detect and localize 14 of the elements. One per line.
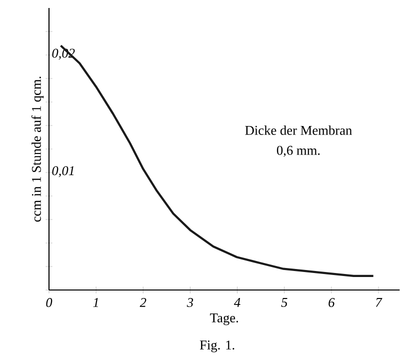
- x-tick-label: 5: [281, 298, 288, 307]
- annotation: 0,6 mm.: [276, 146, 320, 157]
- x-tick-label: 3: [186, 298, 194, 307]
- x-tick-label: 2: [140, 298, 146, 307]
- x-tick-label: 6: [328, 298, 335, 307]
- x-axis-title: Tage.: [210, 314, 238, 326]
- y-tick-label: 0,01: [52, 166, 74, 178]
- annotation: Dicke der Membran: [245, 125, 352, 135]
- x-tick-label: 1: [93, 298, 98, 307]
- x-tick-label: 4: [234, 298, 240, 307]
- y-axis-title: ccm in 1 Stunde auf 1 qcm.: [31, 76, 44, 222]
- x-tick-label: 7: [376, 298, 382, 307]
- x-tick-label: 0: [46, 298, 52, 308]
- caption: Fig. 1.: [200, 340, 234, 352]
